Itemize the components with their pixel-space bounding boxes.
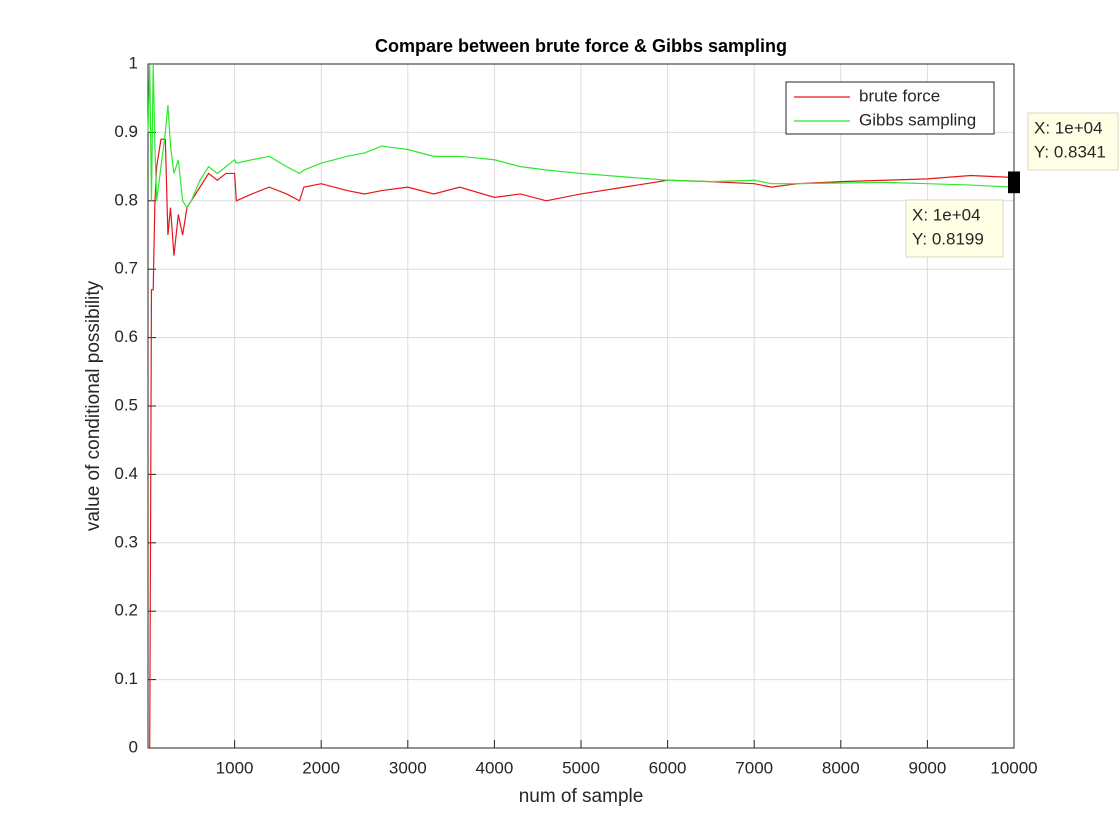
datatip-x: X: 1e+04 xyxy=(1034,118,1103,137)
x-tick-label: 7000 xyxy=(735,758,773,777)
chart-title: Compare between brute force & Gibbs samp… xyxy=(375,36,787,56)
x-tick-label: 4000 xyxy=(475,758,513,777)
x-tick-label: 6000 xyxy=(649,758,687,777)
y-tick-label: 1 xyxy=(129,53,138,72)
y-tick-label: 0 xyxy=(129,737,138,756)
datatip-y: Y: 0.8199 xyxy=(912,229,984,248)
datatip: X: 1e+04 Y: 0.8199 xyxy=(905,199,1004,258)
y-tick-label: 0.2 xyxy=(114,601,138,620)
legend-box xyxy=(785,81,995,135)
legend-label: Gibbs sampling xyxy=(859,110,976,129)
datatip: X: 1e+04 Y: 0.8341 xyxy=(1027,112,1119,171)
y-tick-label: 0.1 xyxy=(114,669,138,688)
datatip-marker xyxy=(1008,181,1020,194)
datatip-y: Y: 0.8341 xyxy=(1034,142,1106,161)
plot-frame xyxy=(147,63,1015,749)
y-tick-label: 0.4 xyxy=(114,464,138,483)
x-tick-label: 8000 xyxy=(822,758,860,777)
y-tick-label: 0.3 xyxy=(114,532,138,551)
datatip-box xyxy=(905,199,1004,258)
series-line xyxy=(147,63,1015,209)
legend-label: brute force xyxy=(859,86,940,105)
datatip-x: X: 1e+04 xyxy=(912,205,981,224)
y-tick-label: 0.5 xyxy=(114,395,138,414)
x-tick-label: 3000 xyxy=(389,758,427,777)
datatip-box xyxy=(1027,112,1119,171)
y-tick-label: 0.9 xyxy=(114,122,138,141)
y-tick-label: 0.6 xyxy=(114,327,138,346)
y-axis-label: value of conditional possibility xyxy=(83,280,104,531)
x-axis-label: num of sample xyxy=(519,786,644,807)
x-tick-label: 5000 xyxy=(562,758,600,777)
y-tick-label: 0.7 xyxy=(114,259,138,278)
datatip-marker xyxy=(1008,171,1020,184)
x-tick-label: 2000 xyxy=(302,758,340,777)
x-tick-label: 10000 xyxy=(990,758,1037,777)
x-tick-label: 9000 xyxy=(908,758,946,777)
x-tick-label: 1000 xyxy=(216,758,254,777)
y-tick-label: 0.8 xyxy=(114,190,138,209)
